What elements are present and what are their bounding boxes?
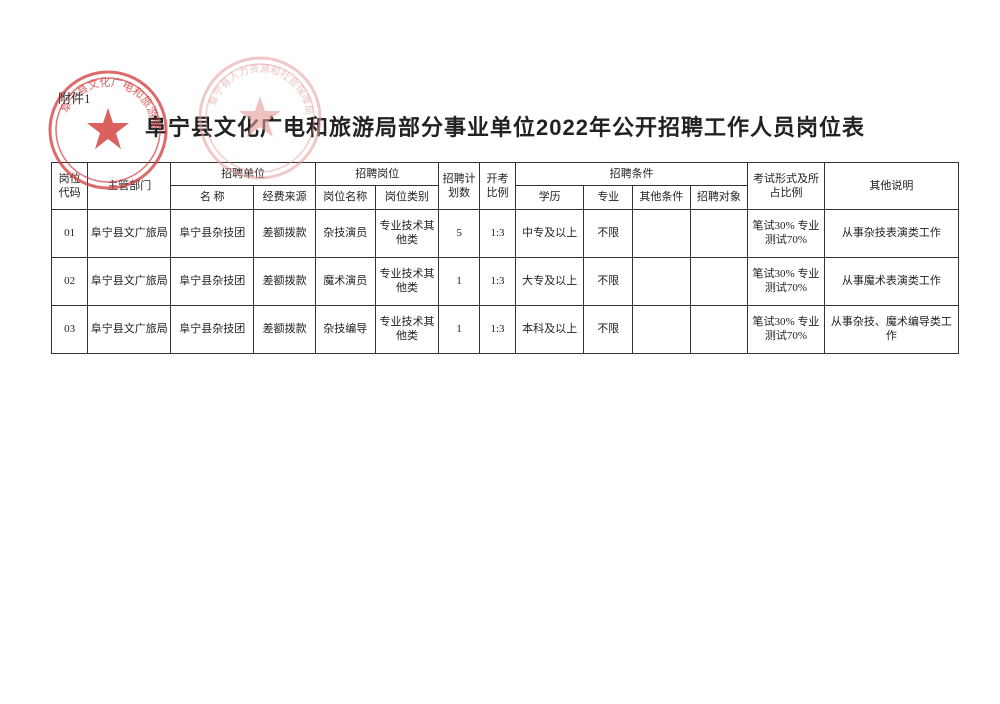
cell-dept: 阜宁县文广旅局 (88, 209, 171, 257)
cell-post_name: 杂技演员 (315, 209, 375, 257)
cell-notes: 从事杂技、魔术编导类工作 (824, 305, 958, 353)
cell-unit_name: 阜宁县杂技团 (171, 209, 254, 257)
th-conditions-group: 招聘条件 (516, 163, 748, 186)
recruitment-table: 岗位代码 主管部门 招聘单位 招聘岗位 招聘计划数 开考比例 招聘条件 考试形式… (51, 162, 959, 354)
cell-ratio: 1:3 (479, 257, 515, 305)
th-plan-count: 招聘计划数 (439, 163, 479, 210)
cell-unit_name: 阜宁县杂技团 (171, 257, 254, 305)
th-other-cond: 其他条件 (633, 186, 690, 209)
cell-exam: 笔试30% 专业测试70% (748, 209, 825, 257)
cell-dept: 阜宁县文广旅局 (88, 257, 171, 305)
cell-count: 5 (439, 209, 479, 257)
cell-major: 不限 (584, 257, 633, 305)
cell-code: 01 (52, 209, 88, 257)
th-dept: 主管部门 (88, 163, 171, 210)
cell-count: 1 (439, 257, 479, 305)
cell-dept: 阜宁县文广旅局 (88, 305, 171, 353)
cell-post_name: 杂技编导 (315, 305, 375, 353)
table-row: 01阜宁县文广旅局阜宁县杂技团差额拨款杂技演员专业技术其他类51:3中专及以上不… (52, 209, 959, 257)
cell-ratio: 1:3 (479, 305, 515, 353)
cell-fund: 差额拨款 (254, 305, 316, 353)
cell-edu: 中专及以上 (516, 209, 584, 257)
th-education: 学历 (516, 186, 584, 209)
th-post-category: 岗位类别 (375, 186, 439, 209)
cell-other_cond (633, 209, 690, 257)
th-fund-source: 经费来源 (254, 186, 316, 209)
cell-notes: 从事魔术表演类工作 (824, 257, 958, 305)
cell-ratio: 1:3 (479, 209, 515, 257)
cell-code: 02 (52, 257, 88, 305)
cell-post_name: 魔术演员 (315, 257, 375, 305)
th-post-group: 招聘岗位 (315, 163, 438, 186)
cell-major: 不限 (584, 209, 633, 257)
th-major: 专业 (584, 186, 633, 209)
cell-unit_name: 阜宁县杂技团 (171, 305, 254, 353)
table-row: 03阜宁县文广旅局阜宁县杂技团差额拨款杂技编导专业技术其他类11:3本科及以上不… (52, 305, 959, 353)
th-exam-format: 考试形式及所占比例 (748, 163, 825, 210)
cell-fund: 差额拨款 (254, 257, 316, 305)
cell-post_cat: 专业技术其他类 (375, 305, 439, 353)
cell-post_cat: 专业技术其他类 (375, 209, 439, 257)
cell-other_cond (633, 305, 690, 353)
cell-exam: 笔试30% 专业测试70% (748, 257, 825, 305)
cell-fund: 差额拨款 (254, 209, 316, 257)
th-unit-name: 名 称 (171, 186, 254, 209)
cell-target (690, 305, 747, 353)
th-unit-group: 招聘单位 (171, 163, 316, 186)
table-row: 02阜宁县文广旅局阜宁县杂技团差额拨款魔术演员专业技术其他类11:3大专及以上不… (52, 257, 959, 305)
th-target: 招聘对象 (690, 186, 747, 209)
cell-exam: 笔试30% 专业测试70% (748, 305, 825, 353)
cell-target (690, 257, 747, 305)
cell-code: 03 (52, 305, 88, 353)
cell-other_cond (633, 257, 690, 305)
attachment-label: 附件1 (58, 88, 91, 107)
svg-text:阜宁县人力资源和社会保障局: 阜宁县人力资源和社会保障局 (206, 62, 315, 116)
cell-post_cat: 专业技术其他类 (375, 257, 439, 305)
cell-count: 1 (439, 305, 479, 353)
cell-major: 不限 (584, 305, 633, 353)
th-post-name: 岗位名称 (315, 186, 375, 209)
cell-target (690, 209, 747, 257)
th-other-notes: 其他说明 (824, 163, 958, 210)
th-exam-ratio: 开考比例 (479, 163, 515, 210)
page-title: 阜宁县文化广电和旅游局部分事业单位2022年公开招聘工作人员岗位表 (50, 110, 960, 142)
cell-edu: 大专及以上 (516, 257, 584, 305)
cell-notes: 从事杂技表演类工作 (824, 209, 958, 257)
th-post-code: 岗位代码 (52, 163, 88, 210)
cell-edu: 本科及以上 (516, 305, 584, 353)
